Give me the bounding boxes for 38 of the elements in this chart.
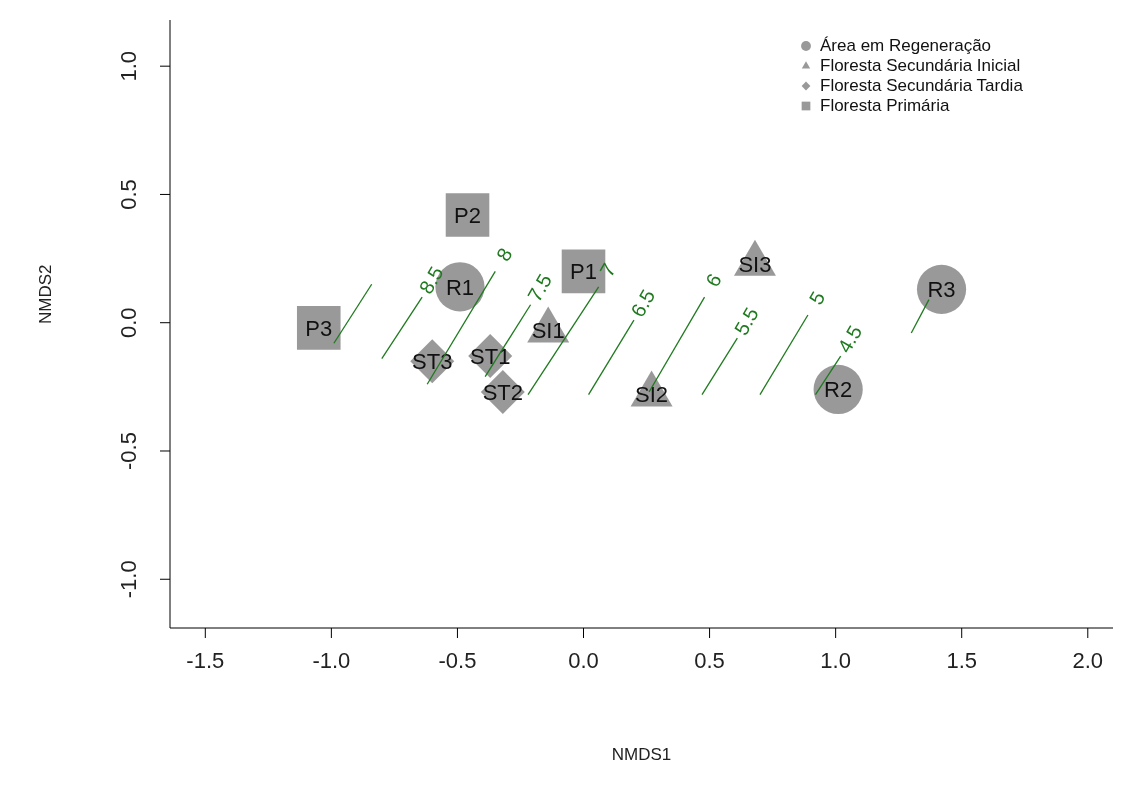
text: 4.5 [833, 321, 867, 357]
x-tick-label: 2.0 [1072, 647, 1104, 673]
data-label: SI3 [738, 251, 772, 277]
y-tick-label: 1.0 [116, 50, 141, 82]
y-tick-label: -1.0 [116, 560, 141, 599]
text: 7 [595, 259, 620, 281]
text: 6 [701, 269, 726, 291]
data-label: P2 [454, 202, 481, 228]
y-tick-label: 0.0 [116, 307, 141, 339]
x-tick-label: 0.5 [694, 647, 725, 673]
x-tick-label: 1.0 [820, 647, 851, 673]
data-label: P1 [570, 259, 597, 285]
legend-label: Floresta Secundária Tardia [820, 76, 1023, 96]
y-axis-title: NMDS2 [36, 264, 56, 324]
x-tick-label: 1.5 [946, 647, 978, 673]
data-label: P3 [305, 315, 333, 341]
text: 5.5 [729, 303, 763, 339]
legend-label: Floresta Primária [820, 96, 950, 116]
data-label: SI1 [531, 318, 565, 344]
x-tick-label: -1.5 [186, 647, 225, 673]
x-axis-title: NMDS1 [611, 745, 672, 764]
legend-label: Área em Regeneração [820, 36, 992, 56]
x-tick-label: -1.0 [312, 647, 351, 673]
x-tick-label: -0.5 [438, 647, 477, 673]
text: 5 [804, 287, 830, 309]
text: 6.5 [626, 285, 660, 321]
legend-label: Floresta Secundária Inicial [820, 56, 1021, 76]
text: 7.5 [523, 270, 557, 306]
text: 8.5 [414, 262, 448, 298]
x-tick-label: 0.0 [568, 647, 599, 673]
y-tick-label: -0.5 [116, 432, 141, 470]
data-label: R2 [824, 377, 853, 403]
data-label: ST2 [482, 379, 523, 405]
data-label: R3 [927, 277, 956, 303]
data-label: R1 [445, 274, 475, 300]
data-label: SI2 [635, 382, 669, 408]
y-tick-label: 0.5 [116, 179, 141, 210]
text: 8 [491, 244, 517, 265]
